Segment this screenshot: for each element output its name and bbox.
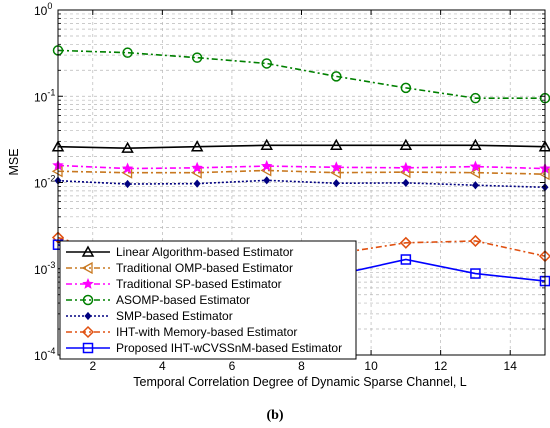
series-line — [57, 49, 545, 99]
data-point — [471, 181, 479, 190]
legend-entry: IHT-with Memory-based Estimator — [66, 325, 297, 339]
legend-entry: Traditional OMP-based Estimator — [66, 261, 293, 275]
legend-label: Linear Algorithm-based Estimator — [116, 245, 293, 259]
series-lines — [51, 45, 550, 287]
data-point — [400, 161, 412, 173]
legend-label: Traditional SP-based Estimator — [116, 277, 282, 291]
x-axis-label: Temporal Correlation Degree of Dynamic S… — [133, 375, 467, 389]
data-point — [400, 82, 412, 94]
legend-entry: SMP-based Estimator — [66, 309, 233, 323]
figure-caption: (b) — [266, 408, 283, 423]
data-point — [191, 161, 203, 173]
legend-entry: Linear Algorithm-based Estimator — [66, 245, 293, 259]
x-tick-label: 12 — [434, 359, 448, 373]
data-point — [470, 268, 481, 279]
data-point — [190, 140, 204, 152]
data-point — [122, 47, 133, 58]
data-point — [469, 166, 481, 179]
data-point — [469, 160, 482, 172]
data-point — [399, 236, 412, 249]
data-point — [332, 179, 340, 188]
data-point — [261, 58, 272, 69]
legend-marker — [82, 277, 94, 289]
legend-label: Traditional OMP-based Estimator — [116, 261, 293, 275]
series-line — [57, 169, 546, 175]
legend-label: ASOMP-based Estimator — [116, 293, 250, 307]
x-tick-label: 4 — [159, 359, 166, 373]
series-line — [57, 179, 546, 189]
y-axis-label: MSE — [7, 148, 21, 175]
x-tick-label: 10 — [364, 359, 378, 373]
data-point — [330, 161, 343, 173]
legend-marker — [82, 294, 94, 306]
y-tick-label: 100 — [34, 1, 52, 18]
data-point — [191, 52, 203, 63]
data-point — [121, 141, 134, 153]
legend-entry: Traditional SP-based Estimator — [66, 277, 282, 291]
y-tick-label: 10-1 — [34, 87, 55, 104]
legend-marker — [84, 311, 92, 321]
data-point — [263, 176, 271, 185]
legend-label: SMP-based Estimator — [116, 309, 233, 323]
series-3 — [52, 159, 550, 174]
x-tick-label: 14 — [504, 359, 518, 373]
data-point — [470, 92, 481, 104]
legend-marker — [81, 245, 95, 257]
data-point — [330, 138, 343, 151]
data-point — [121, 162, 134, 174]
data-point — [400, 254, 412, 265]
data-point — [260, 160, 273, 171]
y-tick-label: 10-2 — [34, 174, 55, 191]
data-point — [402, 178, 410, 187]
legend-marker — [81, 261, 93, 275]
data-point — [124, 179, 132, 189]
series-line — [57, 144, 546, 149]
legend-entry: Proposed IHT-wCVSSnM-based Estimator — [66, 341, 342, 355]
y-tick-label: 10-3 — [34, 260, 55, 277]
legend-label: Proposed IHT-wCVSSnM-based Estimator — [116, 341, 342, 355]
x-tick-label: 6 — [229, 359, 236, 373]
tick-labels: 2 4 6 8 10 12 14 10-4 10-3 10-2 10-1 100 — [34, 1, 517, 373]
x-tick-label: 2 — [89, 359, 96, 373]
data-point — [193, 179, 201, 188]
legend: Linear Algorithm-based Estimator Traditio… — [59, 240, 357, 360]
data-point — [399, 138, 413, 151]
data-point — [260, 138, 273, 151]
legend-marker — [82, 342, 94, 354]
series-line — [57, 164, 546, 170]
data-point — [469, 234, 482, 248]
x-tick-label: 8 — [298, 359, 305, 373]
series-5 — [54, 176, 549, 192]
data-point — [331, 71, 342, 82]
legend-marker — [81, 325, 95, 339]
legend-label: IHT-with Memory-based Estimator — [116, 325, 297, 339]
legend-entry: ASOMP-based Estimator — [66, 293, 250, 307]
data-point — [469, 138, 482, 151]
y-tick-label: 10-4 — [34, 346, 55, 363]
